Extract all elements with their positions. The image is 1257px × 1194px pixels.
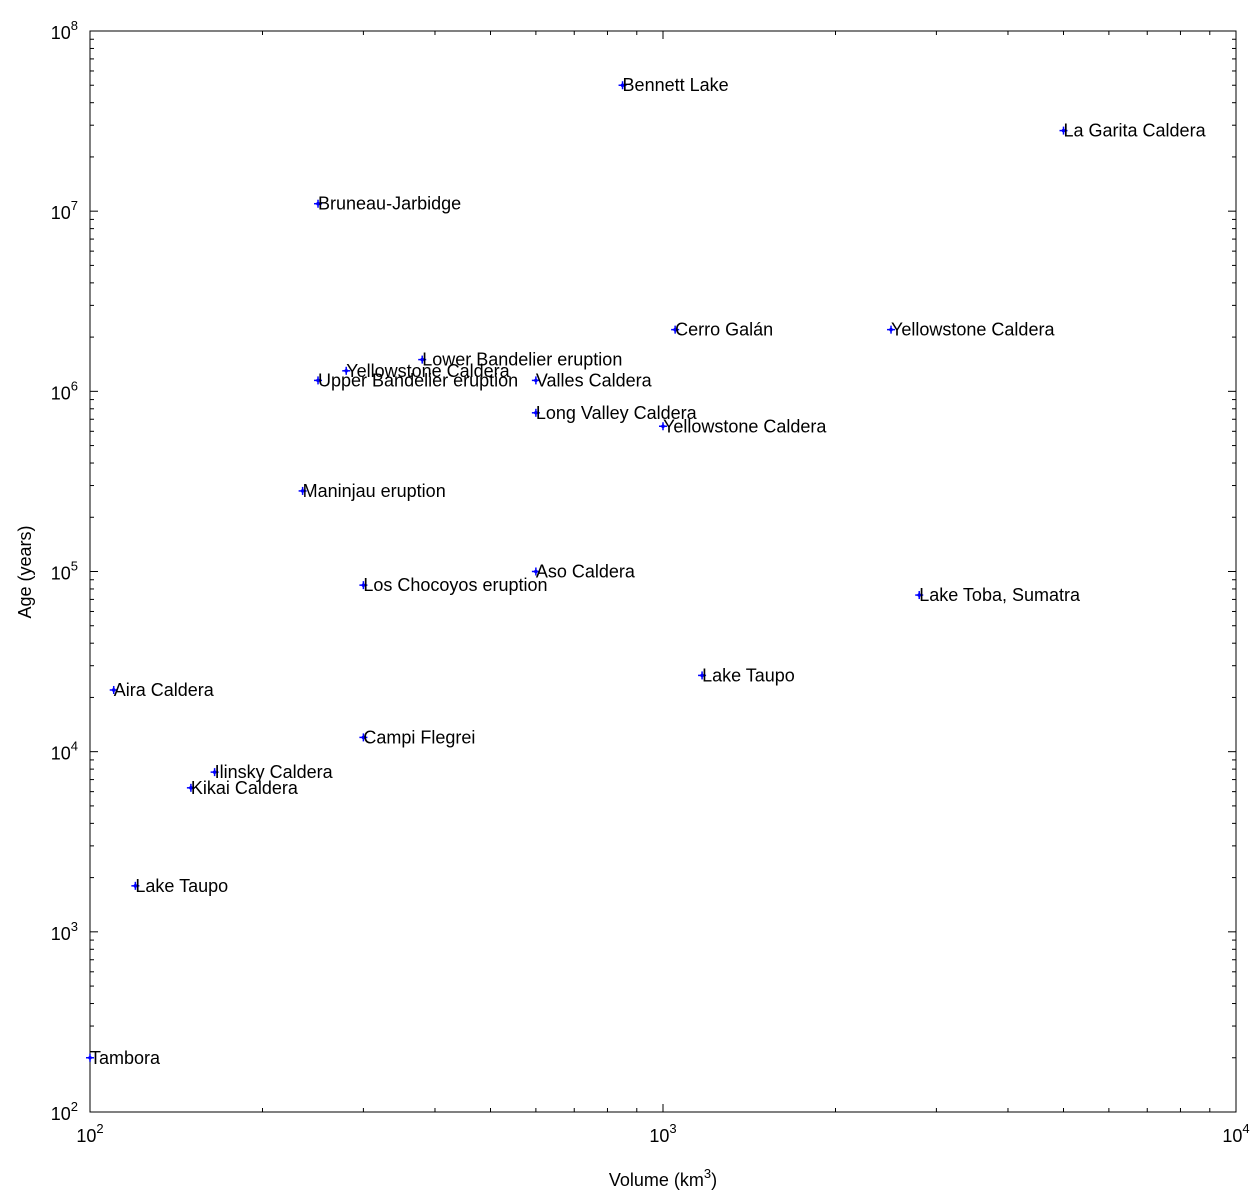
data-point: [531, 567, 540, 576]
data-point: [314, 376, 323, 385]
data-labels: Bennett Lake La Garita Caldera Bruneau-Jar…: [90, 75, 1207, 1068]
data-point: [86, 1053, 94, 1062]
point-label: Cerro Galán: [675, 320, 773, 340]
point-label: Lower Bandelier eruption: [422, 350, 622, 370]
data-point: [359, 733, 368, 742]
axis-tick-labels: 102 103 104 102 103 104 105 106 107 108: [51, 18, 1250, 1146]
x-tick-label: 103: [649, 1121, 676, 1146]
point-label: Los Chocoyos eruption: [363, 575, 547, 595]
point-label: Tambora: [90, 1048, 161, 1068]
axis-ticks: [90, 31, 1236, 1112]
data-point: [314, 199, 323, 208]
plot-area-frame: [89, 30, 1237, 1113]
data-point: [186, 783, 195, 792]
point-label: Yellowstone Caldera: [663, 416, 827, 436]
y-tick-label: 104: [51, 739, 78, 764]
point-label: Campi Flegrei: [363, 727, 475, 747]
data-point: [131, 881, 140, 890]
point-label: Kikai Caldera: [191, 778, 299, 798]
data-point: [887, 325, 896, 334]
point-label: Lake Taupo: [135, 876, 228, 896]
point-label: La Garita Caldera: [1064, 121, 1207, 141]
point-label: Valles Caldera: [536, 370, 653, 390]
y-tick-label: 107: [51, 198, 78, 223]
y-tick-label: 106: [51, 378, 78, 403]
data-point: [915, 591, 924, 600]
data-point: [342, 366, 351, 375]
data-point: [671, 325, 680, 334]
data-point: [659, 422, 667, 431]
y-tick-label: 108: [51, 18, 78, 43]
point-label: Ilinsky Caldera: [215, 762, 334, 782]
y-tick-label: 103: [51, 919, 78, 944]
point-label: Lake Taupo: [702, 665, 795, 685]
data-point: [531, 376, 540, 385]
data-point: [618, 81, 627, 90]
data-point: [418, 355, 427, 364]
x-tick-label: 104: [1222, 1121, 1249, 1146]
point-label: Lake Toba, Sumatra: [919, 585, 1081, 605]
y-tick-label: 102: [51, 1099, 78, 1124]
data-point: [298, 486, 307, 495]
point-label: Aira Caldera: [114, 680, 215, 700]
data-point: [1059, 126, 1068, 135]
point-label: Maninjau eruption: [303, 481, 446, 501]
x-tick-label: 102: [76, 1121, 103, 1146]
point-label: Aso Caldera: [536, 562, 636, 582]
point-label: Yellowstone Caldera: [346, 361, 510, 381]
point-label: Long Valley Caldera: [536, 403, 698, 423]
point-label: Upper Bandelier eruption: [318, 370, 518, 390]
data-point: [359, 581, 368, 590]
data-point: [531, 408, 540, 417]
data-point: [698, 671, 707, 680]
point-label: Yellowstone Caldera: [891, 320, 1055, 340]
data-points: [86, 81, 1068, 1062]
point-label: Bruneau-Jarbidge: [318, 194, 461, 214]
point-label: Bennett Lake: [623, 75, 729, 95]
data-point: [210, 768, 219, 777]
data-point: [109, 685, 118, 694]
y-axis-label: Age (years): [15, 525, 35, 618]
y-tick-label: 105: [51, 559, 78, 584]
x-axis-label: Volume (km3): [609, 1166, 717, 1190]
